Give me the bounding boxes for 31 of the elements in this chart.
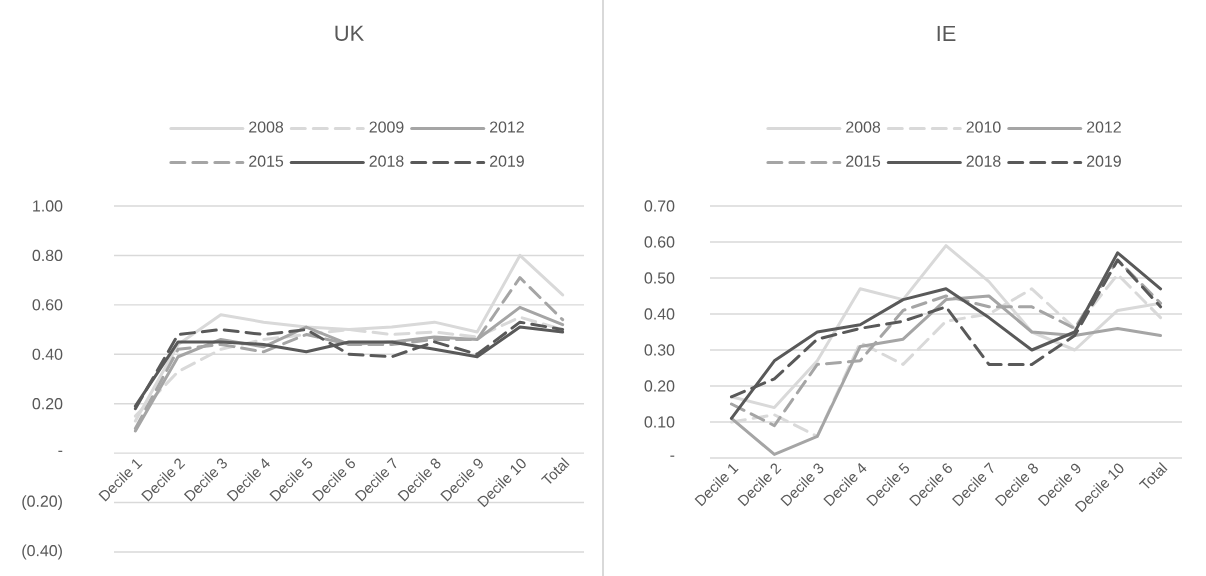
legend-label: 2012 bbox=[1087, 121, 1121, 133]
legend-label: 2018 bbox=[966, 155, 1001, 167]
y-tick-label: 0.80 bbox=[32, 249, 63, 262]
y-tick-label: 0.70 bbox=[644, 200, 675, 212]
y-tick-label: - bbox=[58, 450, 63, 452]
legend-label: 2008 bbox=[249, 121, 284, 133]
legend-label: 2018 bbox=[369, 155, 404, 167]
legend-label: 2008 bbox=[846, 121, 881, 133]
legend-label: 2015 bbox=[249, 155, 284, 167]
y-tick-label: 0.40 bbox=[644, 308, 675, 320]
y-tick-label: 0.30 bbox=[644, 344, 675, 356]
legend-label: 2019 bbox=[490, 155, 524, 167]
legend-label: 2010 bbox=[966, 121, 1001, 133]
y-tick-label: (0.40) bbox=[22, 544, 62, 560]
y-tick-label: 0.60 bbox=[32, 299, 63, 311]
legend-label: 2015 bbox=[846, 155, 881, 167]
legend-label: 2009 bbox=[369, 121, 404, 133]
y-tick-label: 0.60 bbox=[644, 236, 675, 248]
y-tick-label: 0.10 bbox=[644, 416, 675, 428]
y-tick-label: (0.20) bbox=[22, 495, 62, 511]
chart-title: UK bbox=[335, 25, 364, 41]
y-tick-label: 0.50 bbox=[644, 272, 675, 284]
y-tick-label: 0.20 bbox=[32, 398, 63, 410]
y-tick-label: 1.00 bbox=[33, 200, 63, 212]
y-tick-label: - bbox=[670, 455, 675, 457]
legend-label: 2019 bbox=[1087, 155, 1121, 167]
line-series bbox=[133, 253, 565, 423]
y-tick-label: 0.20 bbox=[644, 380, 675, 392]
legend-label: 2012 bbox=[490, 121, 524, 133]
chart-title: IE bbox=[937, 25, 956, 42]
y-tick-label: 0.40 bbox=[32, 348, 63, 360]
